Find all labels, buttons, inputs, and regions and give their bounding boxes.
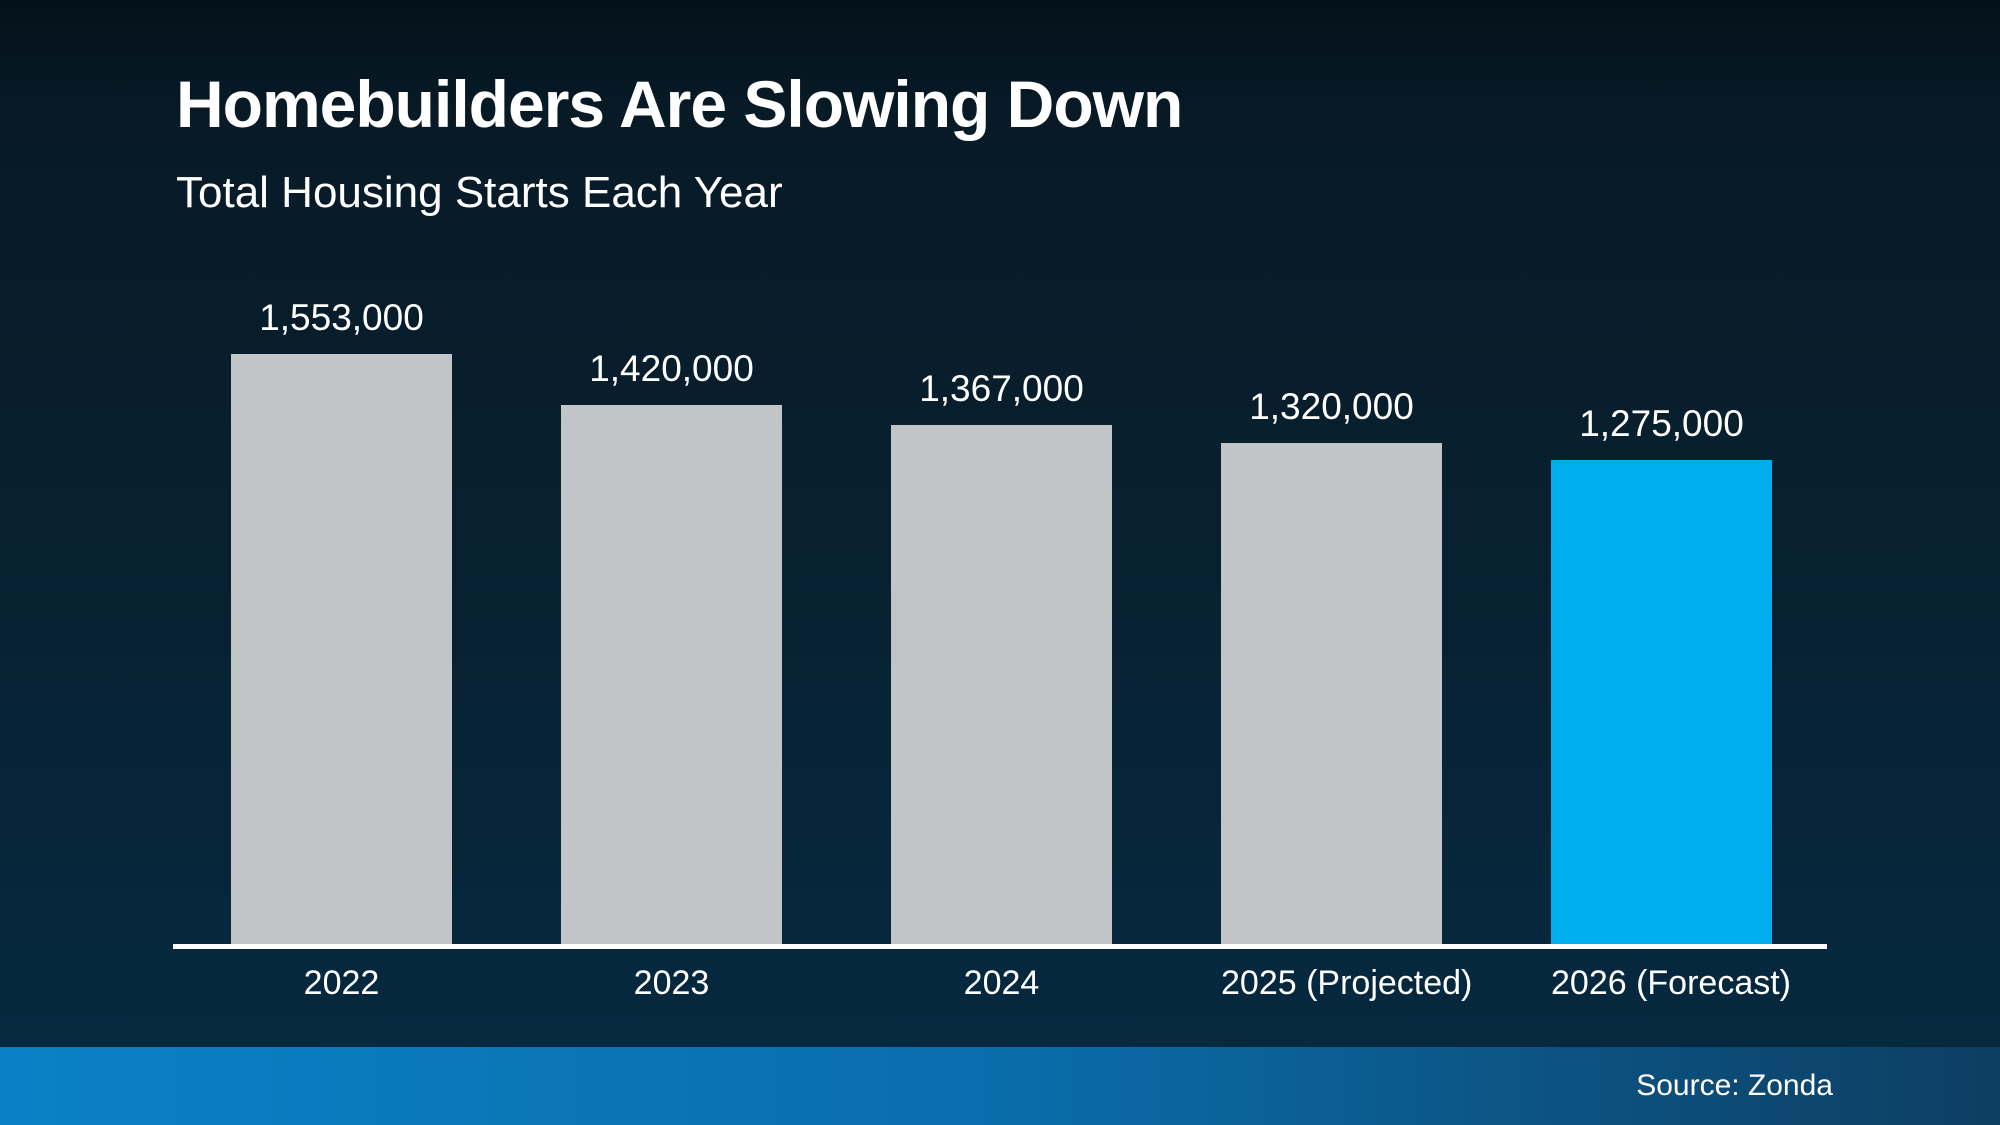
bar-value-label-2026-forecast: 1,275,000	[1579, 403, 1744, 444]
x-axis-label-2022: 2022	[303, 964, 380, 1002]
bar-2025-projected	[1221, 443, 1442, 945]
chart-header: Homebuilders Are Slowing Down Total Hous…	[176, 66, 1183, 218]
bar-group-2023: 1,420,000	[561, 348, 782, 945]
source-attribution: Source: Zonda	[1636, 1069, 1833, 1102]
bar-group-2026-forecast: 1,275,000	[1551, 403, 1772, 945]
bar-2022	[231, 354, 452, 945]
bar-2026-forecast	[1551, 460, 1772, 945]
x-axis-label-2024: 2024	[963, 964, 1040, 1002]
page-subtitle: Total Housing Starts Each Year	[176, 168, 783, 217]
bar-group-2025-projected: 1,320,000	[1221, 386, 1442, 945]
x-axis-label-2025-projected: 2025 (Projected)	[1221, 964, 1473, 1002]
bar-group-2024: 1,367,000	[891, 368, 1112, 945]
bar-value-label-2022: 1,553,000	[259, 297, 424, 338]
x-axis-line	[173, 944, 1827, 949]
footer-bar: Source: Zonda	[0, 1047, 2000, 1125]
bar-value-label-2023: 1,420,000	[589, 348, 754, 389]
bar-chart-bars: 1,553,000 1,420,000 1,367,000 1,320,000 1,27…	[231, 0, 1772, 945]
page-title: Homebuilders Are Slowing Down	[176, 67, 1183, 141]
x-axis-label-2026-forecast: 2026 (Forecast)	[1551, 964, 1791, 1002]
bar-2023	[561, 405, 782, 945]
bar-value-label-2025-projected: 1,320,000	[1249, 386, 1414, 427]
x-axis-labels: 2022 2023 2024 2025 (Projected) 2026 (Foreca…	[231, 964, 1791, 1003]
bar-value-label-2024: 1,367,000	[919, 368, 1084, 409]
x-axis-label-2023: 2023	[633, 964, 710, 1002]
bar-2024	[891, 425, 1112, 945]
bar-group-2022: 1,553,000	[231, 297, 452, 945]
